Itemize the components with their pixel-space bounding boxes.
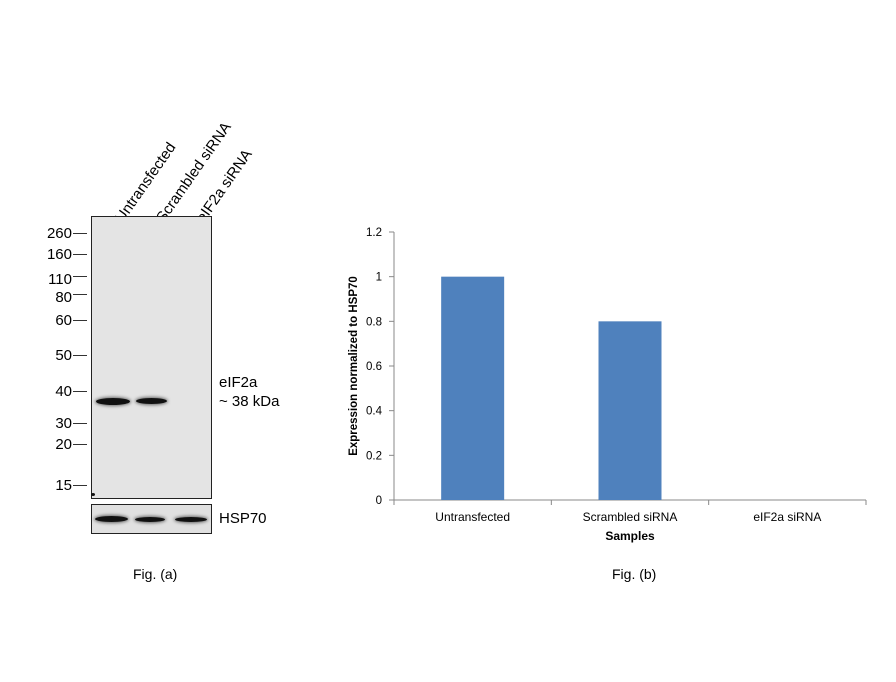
band-hsp70-scrambled [135,517,165,522]
mw-tick [73,423,87,424]
blot-membrane-eif2a [91,216,212,499]
mw-marker-160: 160 [46,246,72,263]
bar [441,276,505,500]
y-tick-label: 0.2 [366,450,382,462]
mw-tick [73,391,87,392]
mw-tick [73,233,87,234]
loading-control-label: HSP70 [219,510,267,527]
figure-a-caption: Fig. (a) [133,566,178,582]
band-hsp70-eif2a-sirna [175,517,207,522]
mw-tick [73,355,87,356]
mw-marker-110: 110 [48,271,72,288]
mw-marker-60: 60 [55,312,72,329]
bar [598,321,662,500]
mw-tick [73,294,87,295]
y-tick-label: 0.4 [366,406,383,418]
y-tick-label: 0.6 [366,361,382,373]
y-axis-label: Expression normalized to HSP70 [348,276,360,456]
chart-bars [441,276,662,500]
mw-marker-15: 15 [55,477,72,494]
band-eif2a-untransfected [96,398,130,405]
target-size-label: ~ 38 kDa [219,393,280,410]
x-tick-label: Untransfected [435,510,510,524]
y-tick-label: 0.8 [366,316,382,328]
y-tick-label: 0 [376,495,382,507]
band-edge-artifact [91,493,95,496]
mw-tick [73,485,87,486]
y-tick-label: 1 [376,272,382,284]
target-protein-label: eIF2a [219,374,258,391]
mw-tick [73,320,87,321]
mw-tick [73,276,87,277]
x-tick-label: Scrambled siRNA [583,510,678,524]
x-axis-label: Samples [605,529,655,543]
band-hsp70-untransfected [95,516,128,522]
mw-marker-40: 40 [55,383,72,400]
chart-ticks: 0 0.2 0.4 0.6 0.8 1 1.2 Untransfected Scrambled … [366,227,867,524]
mw-marker-50: 50 [55,347,72,364]
mw-tick [73,444,87,445]
blot-membrane-hsp70 [91,504,212,534]
figure-b-caption: Fig. (b) [612,566,657,582]
mw-marker-260: 260 [46,225,72,242]
y-tick-label: 1.2 [366,227,382,239]
mw-marker-30: 30 [55,415,72,432]
x-tick-label: eIF2a siRNA [753,510,821,524]
mw-marker-80: 80 [55,289,72,306]
mw-tick [73,254,87,255]
mw-marker-20: 20 [55,436,72,453]
band-eif2a-scrambled [136,398,167,404]
